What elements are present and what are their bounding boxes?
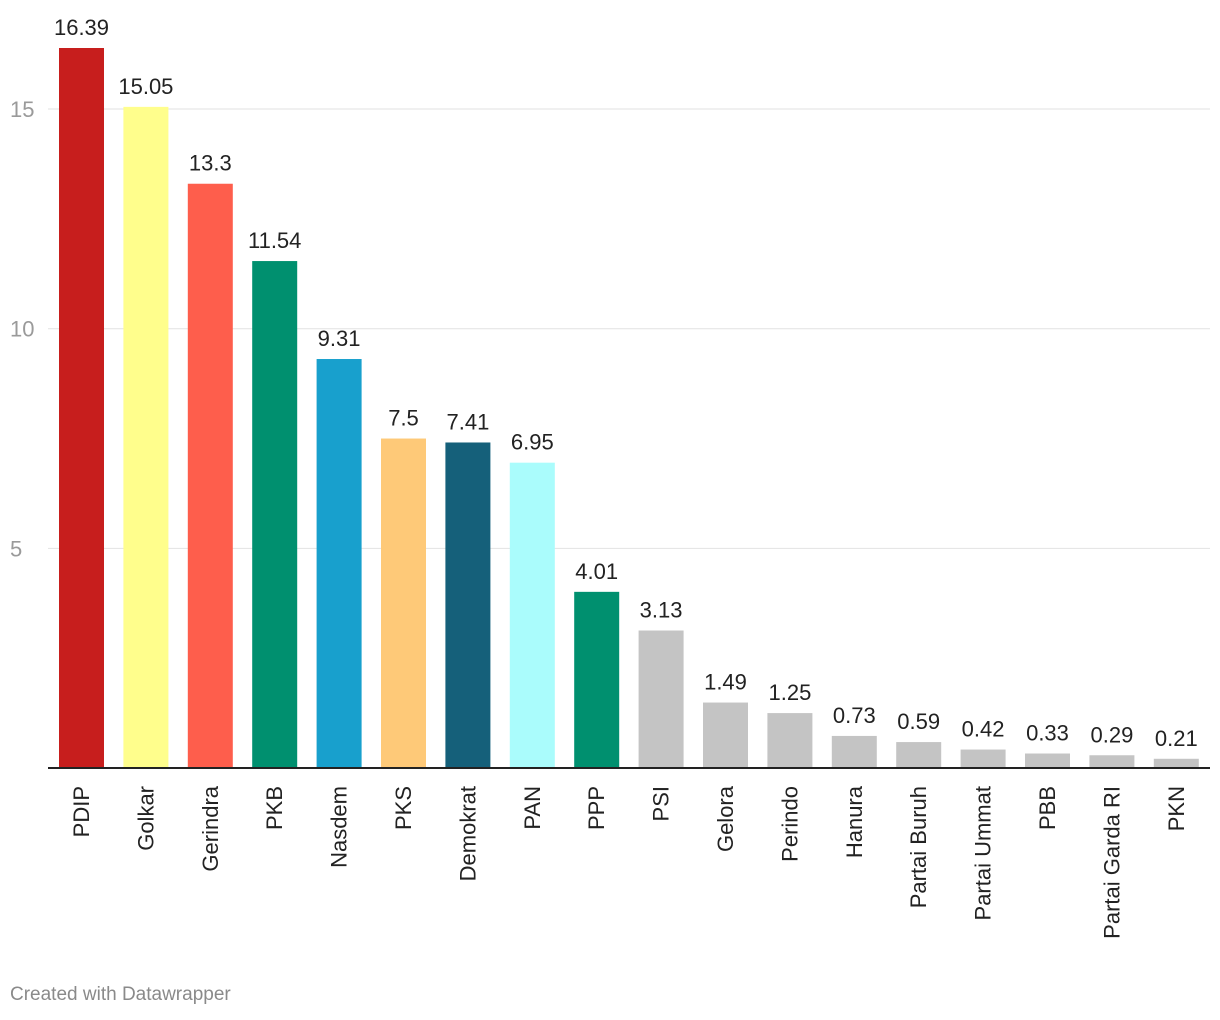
bar-gerindra xyxy=(187,183,233,768)
x-tick-label: Nasdem xyxy=(327,786,352,868)
value-label: 1.49 xyxy=(704,670,747,695)
value-label: 3.13 xyxy=(640,598,683,623)
x-tick-label: PDIP xyxy=(69,786,94,837)
value-label: 0.29 xyxy=(1090,722,1133,747)
x-tick-label: Gelora xyxy=(713,785,738,852)
x-tick-label: Demokrat xyxy=(455,786,480,881)
bars xyxy=(59,48,1199,768)
x-tick-label: Golkar xyxy=(133,786,158,851)
bar-pan xyxy=(509,462,555,768)
value-label: 6.95 xyxy=(511,430,554,455)
value-label: 11.54 xyxy=(248,228,301,253)
value-label: 16.39 xyxy=(54,15,109,40)
value-label: 13.3 xyxy=(189,151,232,176)
value-label: 0.59 xyxy=(897,709,940,734)
bar-golkar xyxy=(123,106,169,768)
x-tick-label: Gerindra xyxy=(198,785,223,871)
x-tick-label: Partai Buruh xyxy=(906,786,931,908)
value-label: 0.73 xyxy=(833,703,876,728)
bar-pbb xyxy=(1025,753,1070,768)
bar-nasdem xyxy=(316,359,362,768)
x-tick-label: Partai Garda RI xyxy=(1099,786,1124,939)
value-label: 9.31 xyxy=(318,326,361,351)
bar-demokrat xyxy=(445,442,491,768)
value-label: 7.41 xyxy=(446,409,489,434)
y-tick-label: 5 xyxy=(10,536,22,561)
x-tick-label: PKB xyxy=(262,786,287,830)
x-tick-label: Hanura xyxy=(842,785,867,858)
bar-gelora xyxy=(703,702,748,768)
x-tick-label: PPP xyxy=(584,786,609,830)
bar-pks xyxy=(381,438,426,768)
value-label: 0.42 xyxy=(962,717,1005,742)
footer-credit: Created with Datawrapper xyxy=(10,984,231,1005)
bar-pdip xyxy=(59,48,104,768)
y-axis-ticks: 5 10 15 xyxy=(10,97,34,561)
bar-pkn xyxy=(1153,758,1199,768)
value-labels: 16.39 15.05 13.3 11.54 9.31 7.5 7.41 6.95 4.01 3.… xyxy=(54,15,1198,751)
y-tick-label: 15 xyxy=(10,97,34,122)
value-label: 15.05 xyxy=(118,74,173,99)
bar-perindo xyxy=(767,713,813,768)
value-label: 0.33 xyxy=(1026,721,1069,746)
bar-psi xyxy=(638,630,684,768)
x-tick-label: PAN xyxy=(520,786,545,830)
bar-hanura xyxy=(831,735,877,768)
bar-ppp xyxy=(574,591,620,768)
value-label: 1.25 xyxy=(768,680,811,705)
x-tick-label: Partai Ummat xyxy=(971,786,996,920)
value-label: 4.01 xyxy=(575,559,618,584)
x-tick-label: PBB xyxy=(1035,786,1060,830)
bar-partai-buruh xyxy=(896,742,942,768)
grid-lines xyxy=(48,108,1210,549)
bar-partai-garda-ri xyxy=(1089,755,1135,768)
bar-chart: 5 10 15 16.39 15.05 13.3 11.54 9.31 7.5 7.41 6.95… xyxy=(10,15,1210,939)
x-tick-label: PKN xyxy=(1164,786,1189,831)
value-label: 7.5 xyxy=(388,406,419,431)
x-tick-label: PKS xyxy=(391,786,416,830)
y-tick-label: 10 xyxy=(10,317,34,342)
x-tick-label: Perindo xyxy=(777,786,802,862)
value-label: 0.21 xyxy=(1155,726,1198,751)
bar-partai-ummat xyxy=(960,749,1006,768)
x-tick-label: PSI xyxy=(649,786,674,821)
bar-pkb xyxy=(252,261,298,768)
x-axis-ticks: PDIP Golkar Gerindra PKB Nasdem PKS Demokrat PA… xyxy=(69,785,1189,939)
